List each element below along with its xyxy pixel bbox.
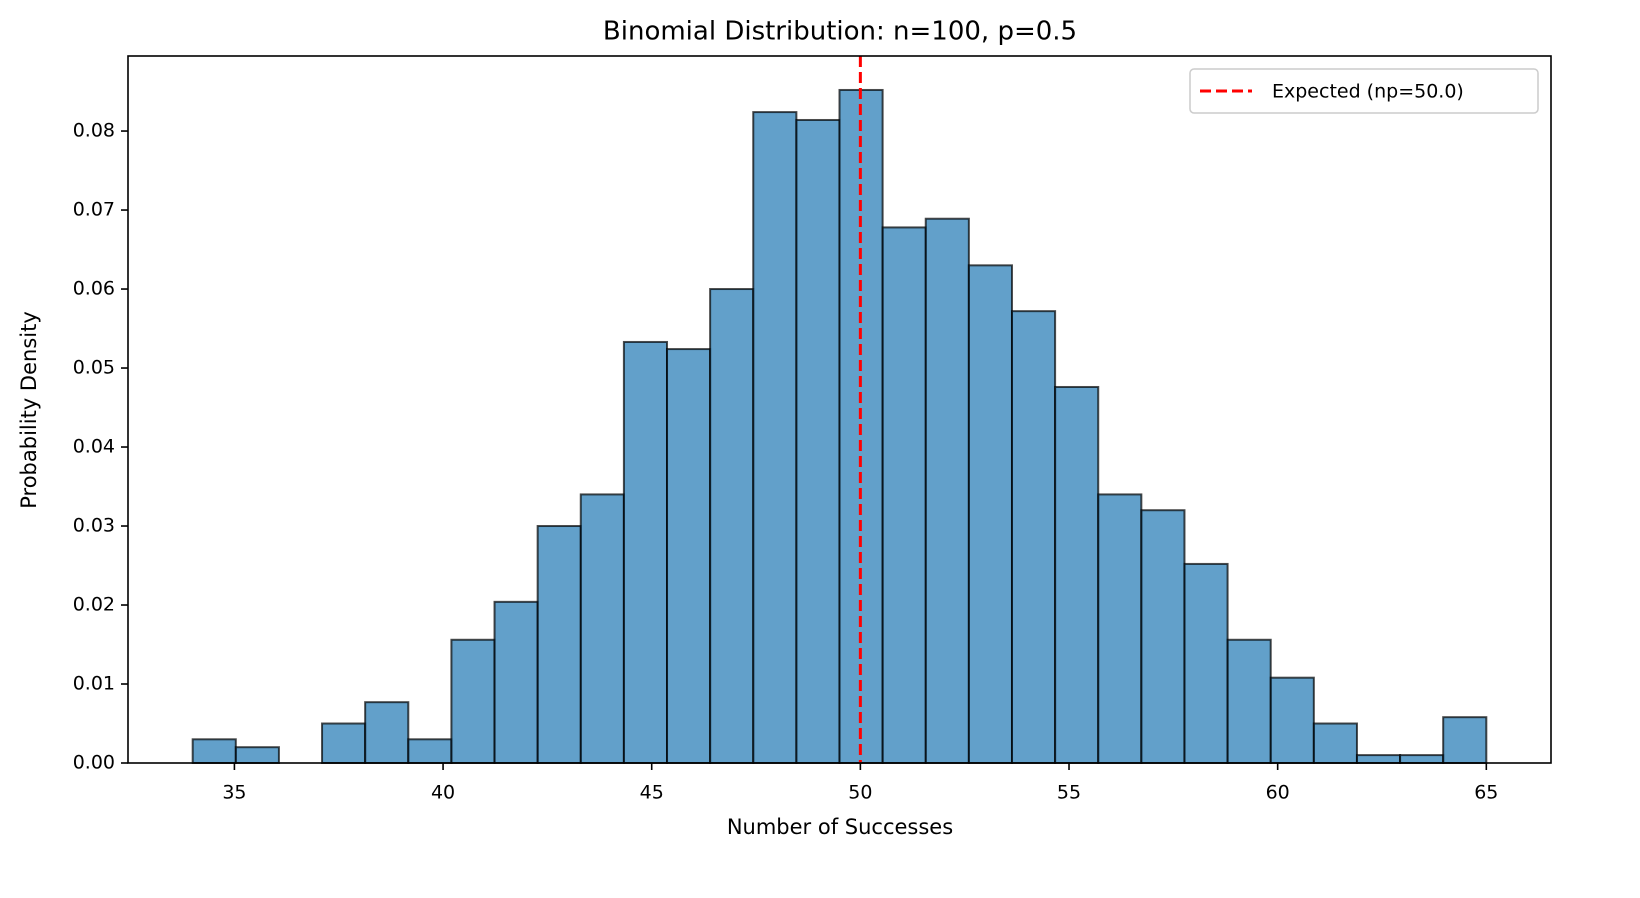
bar [579,493,625,764]
y-tick-label: 0.06 [73,278,115,300]
bar [709,288,755,764]
x-tick-label: 60 [1266,782,1290,804]
bar [666,348,712,764]
bar [234,746,280,764]
bar [493,600,539,764]
bar [967,264,1013,764]
bar [364,701,410,765]
bar [1399,754,1445,765]
bar [1140,509,1186,764]
y-tick-label: 0.03 [73,515,115,537]
x-axis-label: Number of Successes [727,815,953,839]
bar [450,638,496,765]
bar [881,226,927,765]
x-tick-label: 65 [1474,782,1498,804]
bar [191,738,237,765]
bar [924,217,970,764]
y-tick-label: 0.08 [73,120,115,142]
x-tick-label: 35 [222,782,246,804]
bar [1355,754,1402,765]
plot-frame [127,55,1552,764]
bar [795,118,841,764]
x-tick-label: 40 [431,782,455,804]
bar [1054,385,1100,764]
bar [1010,310,1057,764]
y-tick-label: 0.02 [73,594,115,616]
bar [321,722,367,765]
x-tick-label: 50 [848,782,872,804]
bar [1097,493,1143,764]
legend-box [1189,68,1539,114]
y-tick-label: 0.05 [73,357,115,379]
y-tick-label: 0.04 [73,436,115,458]
bar [1269,676,1315,764]
bar [752,111,798,764]
y-tick-label: 0.00 [73,752,115,774]
chart-title: Binomial Distribution: n=100, p=0.5 [603,17,1077,47]
bar [1442,716,1488,764]
y-tick-label: 0.01 [73,673,115,695]
y-axis-label: Probability Density [17,311,41,509]
y-tick-label: 0.07 [73,199,115,221]
bar [407,738,453,765]
x-tick-label: 45 [640,782,664,804]
bar [1312,722,1358,765]
bar [536,525,582,765]
bar [1183,562,1229,764]
x-tick-label: 55 [1057,782,1081,804]
legend-label: Expected (np=50.0) [1272,81,1464,103]
bar [1226,638,1272,765]
bar [622,340,669,764]
